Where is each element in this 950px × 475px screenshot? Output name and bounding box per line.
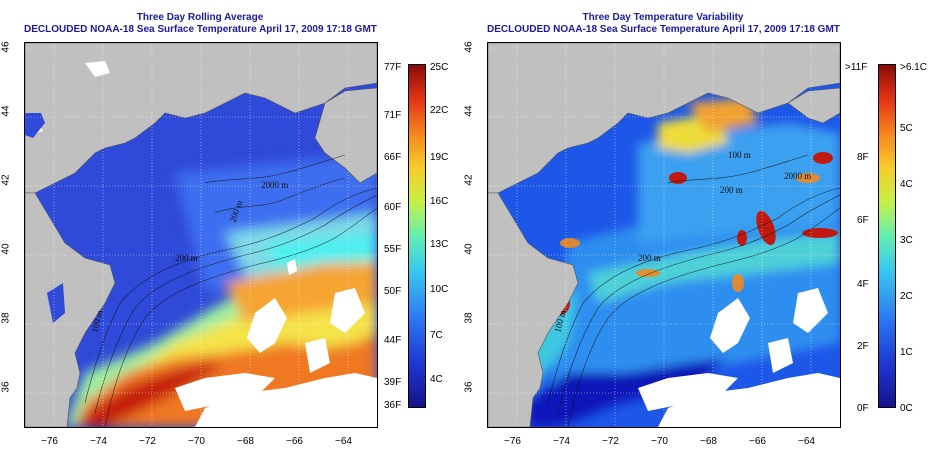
right-lat-label: 44 xyxy=(463,105,475,117)
right-map-svg: 100 m 200 m 2000 m 200 m 100 m xyxy=(488,43,840,427)
left-cbar-f-label: 50F xyxy=(384,286,402,297)
left-title-line1: Three Day Rolling Average xyxy=(136,12,264,23)
left-lat-label: 36 xyxy=(0,381,12,393)
right-cbar-c-label: 0C xyxy=(900,403,913,414)
right-cbar-f-label: 6F xyxy=(857,215,869,226)
right-cbar-c-label: 5C xyxy=(900,123,913,134)
right-cbar-c-label: 4C xyxy=(900,179,913,190)
right-cbar-c-label: 3C xyxy=(900,235,913,246)
right-lat-label: 38 xyxy=(463,312,475,324)
right-cbar-c-label: 2C xyxy=(900,291,913,302)
left-cbar-c-label: 22C xyxy=(430,105,449,116)
left-cbar-f-label: 60F xyxy=(384,202,402,213)
left-lat-label: 38 xyxy=(0,312,12,324)
right-cbar-c-label: >6.1C xyxy=(900,62,927,73)
right-lon-label: −70 xyxy=(651,436,668,447)
left-lon-label: −72 xyxy=(139,436,156,447)
left-lon-label: −70 xyxy=(188,436,205,447)
right-cbar-c-label: 1C xyxy=(900,347,913,358)
graticule xyxy=(488,43,840,427)
right-lon-label: −72 xyxy=(602,436,619,447)
right-lon-label: −76 xyxy=(504,436,521,447)
right-variability-map: 100 m 200 m 2000 m 200 m 100 m xyxy=(487,42,841,428)
left-cbar-c-label: 19C xyxy=(430,152,449,163)
left-cbar-f-label: 39F xyxy=(384,377,402,388)
left-lat-label: 44 xyxy=(0,105,12,117)
left-cbar-f-label: 36F xyxy=(384,400,402,411)
right-title-line2: DECLOUDED NOAA-18 Sea Surface Temperatur… xyxy=(487,24,840,35)
right-lon-label: −66 xyxy=(749,436,766,447)
left-contour-label-200m: 200 m xyxy=(175,253,198,263)
left-cbar-f-label: 71F xyxy=(384,110,402,121)
left-lat-label: 46 xyxy=(0,41,12,53)
left-cbar-f-label: 44F xyxy=(384,335,402,346)
left-cbar-c-label: 4C xyxy=(430,374,443,385)
left-colorbar xyxy=(408,64,426,408)
left-cbar-c-label: 10C xyxy=(430,284,449,295)
left-lon-label: −68 xyxy=(237,436,254,447)
left-cbar-f-label: 55F xyxy=(384,244,402,255)
left-lat-label: 40 xyxy=(0,243,12,255)
right-cbar-f-label: 2F xyxy=(857,341,869,352)
left-lat-label: 42 xyxy=(0,174,12,186)
left-cbar-c-label: 16C xyxy=(430,196,449,207)
right-lon-label: −68 xyxy=(700,436,717,447)
right-lat-label: 42 xyxy=(463,174,475,186)
left-title-line2: DECLOUDED NOAA-18 Sea Surface Temperatur… xyxy=(24,24,377,35)
left-lon-label: −76 xyxy=(41,436,58,447)
left-map-svg: 200 m 2000 m 200 m 100 m xyxy=(25,43,377,427)
left-cbar-f-label: 66F xyxy=(384,152,402,163)
right-contour-label-200m-b: 200 m xyxy=(638,253,661,263)
right-cbar-f-label: 8F xyxy=(857,152,869,163)
right-lon-label: −64 xyxy=(798,436,815,447)
right-contour-label-100m: 100 m xyxy=(728,150,751,160)
right-cbar-f-label: 0F xyxy=(857,403,869,414)
left-lon-label: −74 xyxy=(90,436,107,447)
left-cbar-c-label: 7C xyxy=(430,330,443,341)
right-contour-label-2000m: 2000 m xyxy=(784,171,811,181)
left-cbar-c-label: 25C xyxy=(430,62,449,73)
right-title-line1: Three Day Temperature Variability xyxy=(582,12,744,23)
right-lon-label: −74 xyxy=(553,436,570,447)
right-lat-label: 36 xyxy=(463,381,475,393)
left-sst-map: 200 m 2000 m 200 m 100 m xyxy=(24,42,378,428)
left-contour-label-2000m: 2000 m xyxy=(261,180,288,190)
right-lat-label: 40 xyxy=(463,243,475,255)
left-lon-label: −64 xyxy=(335,436,352,447)
left-cbar-f-label: 77F xyxy=(384,62,402,73)
graticule xyxy=(25,43,377,427)
right-cbar-f-label: >11F xyxy=(845,62,868,73)
left-lon-label: −66 xyxy=(286,436,303,447)
left-cbar-c-label: 13C xyxy=(430,239,449,250)
right-colorbar xyxy=(878,64,896,408)
right-cbar-f-label: 4F xyxy=(857,279,869,290)
right-contour-label-200m: 200 m xyxy=(720,185,743,195)
right-lat-label: 46 xyxy=(463,41,475,53)
